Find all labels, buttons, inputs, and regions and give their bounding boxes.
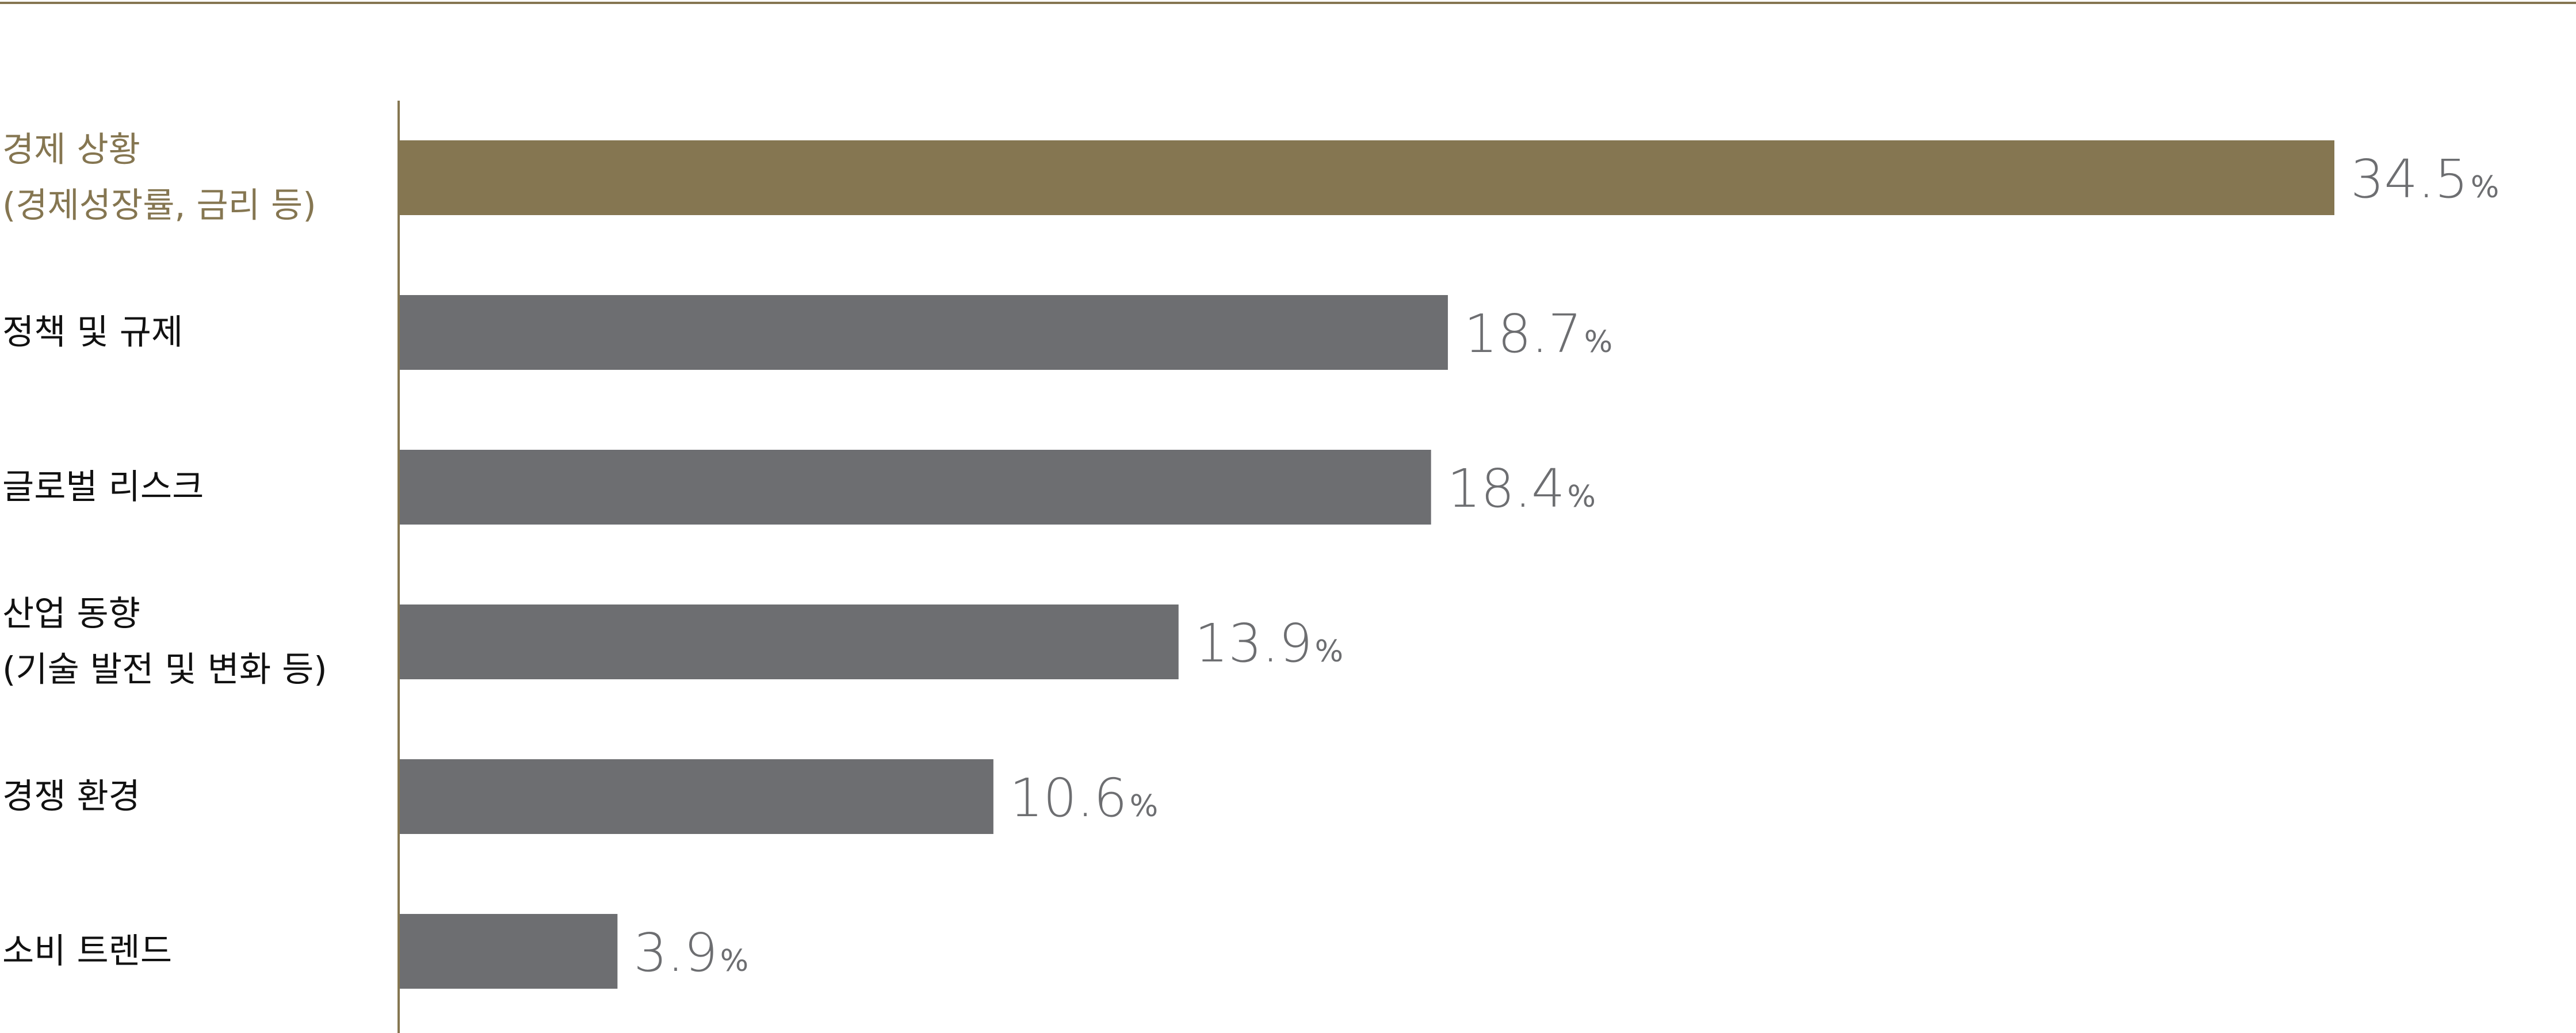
bar-2 <box>399 450 1431 525</box>
value-unit: % <box>2471 170 2499 205</box>
values-layer: 34.5%18.7%18.4%13.9%10.6%3.9% <box>633 148 2499 984</box>
bar-4 <box>399 759 993 834</box>
category-label-5: 소비 트렌드 <box>2 931 172 971</box>
value-label-2: 18.4% <box>1447 458 1596 519</box>
value-unit: % <box>1130 789 1158 824</box>
value-unit: % <box>720 944 748 978</box>
bar-5 <box>399 914 618 989</box>
value-unit: % <box>1315 634 1343 669</box>
value-label-5: 3.9% <box>633 922 748 984</box>
category-label-line: 경제 상황 <box>2 130 140 170</box>
value-number: 18.7 <box>1464 303 1582 365</box>
value-label-4: 10.6% <box>1010 767 1158 829</box>
bar-0 <box>399 140 2334 215</box>
bar-1 <box>399 295 1448 370</box>
bars-layer <box>399 140 2334 989</box>
value-unit: % <box>1568 480 1596 514</box>
category-label-line: (기술 발전 및 변화 등) <box>2 650 327 690</box>
value-number: 34.5 <box>2350 148 2468 210</box>
value-number: 13.9 <box>1195 613 1313 674</box>
value-label-0: 34.5% <box>2350 148 2499 210</box>
value-label-1: 18.7% <box>1464 303 1612 365</box>
bar-3 <box>399 605 1179 679</box>
category-label-1: 정책 및 규제 <box>2 312 183 353</box>
value-label-3: 13.9% <box>1195 613 1343 674</box>
value-unit: % <box>1584 325 1612 359</box>
value-number: 18.4 <box>1447 458 1565 519</box>
category-label-0: 경제 상황 (경제성장률, 금리 등) <box>2 130 316 226</box>
category-label-2: 글로벌 리스크 <box>2 467 204 507</box>
category-label-3: 산업 동향 (기술 발전 및 변화 등) <box>2 594 327 690</box>
category-label-line: (경제성장률, 금리 등) <box>2 186 316 226</box>
value-number: 3.9 <box>633 922 717 984</box>
category-label-4: 경쟁 환경 <box>2 776 140 817</box>
category-label-line: 산업 동향 <box>2 594 140 634</box>
value-number: 10.6 <box>1010 767 1128 829</box>
